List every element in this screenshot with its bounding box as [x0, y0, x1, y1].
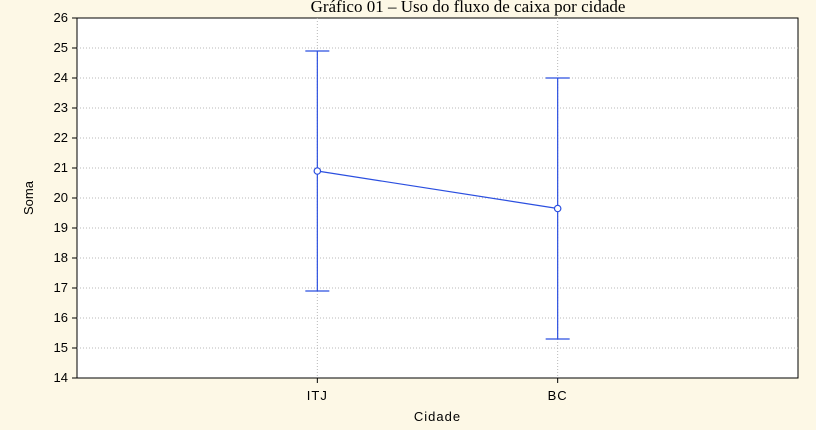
- y-tick-label: 21: [54, 160, 68, 175]
- y-tick-label: 23: [54, 100, 68, 115]
- y-tick-label: 20: [54, 190, 68, 205]
- y-tick-label: 16: [54, 310, 68, 325]
- y-tick-label: 15: [54, 340, 68, 355]
- x-tick-label: BC: [548, 388, 568, 403]
- y-tick-label: 22: [54, 130, 68, 145]
- y-axis-ticks: 14 15 16 17 18 19 20 21 22 23 24 25 26: [54, 10, 77, 385]
- x-axis-label: Cidade: [414, 409, 461, 424]
- data-point: [313, 167, 322, 175]
- x-axis-ticks: ITJ BC: [307, 378, 568, 403]
- y-tick-label: 26: [54, 10, 68, 25]
- x-tick-label: ITJ: [307, 388, 328, 403]
- y-tick-label: 18: [54, 250, 68, 265]
- y-tick-label: 24: [54, 70, 68, 85]
- grid-lines: [77, 18, 798, 378]
- chart-title: Gráfico 01 – Uso do fluxo de caixa por c…: [311, 0, 626, 16]
- y-axis-label: Soma: [21, 180, 36, 215]
- data-point: [553, 204, 562, 213]
- y-tick-label: 19: [54, 220, 68, 235]
- series-line: [317, 170, 558, 210]
- y-tick-label: 25: [54, 40, 68, 55]
- y-tick-label: 14: [54, 370, 68, 385]
- y-tick-label: 17: [54, 280, 68, 295]
- series-layer: [305, 50, 570, 340]
